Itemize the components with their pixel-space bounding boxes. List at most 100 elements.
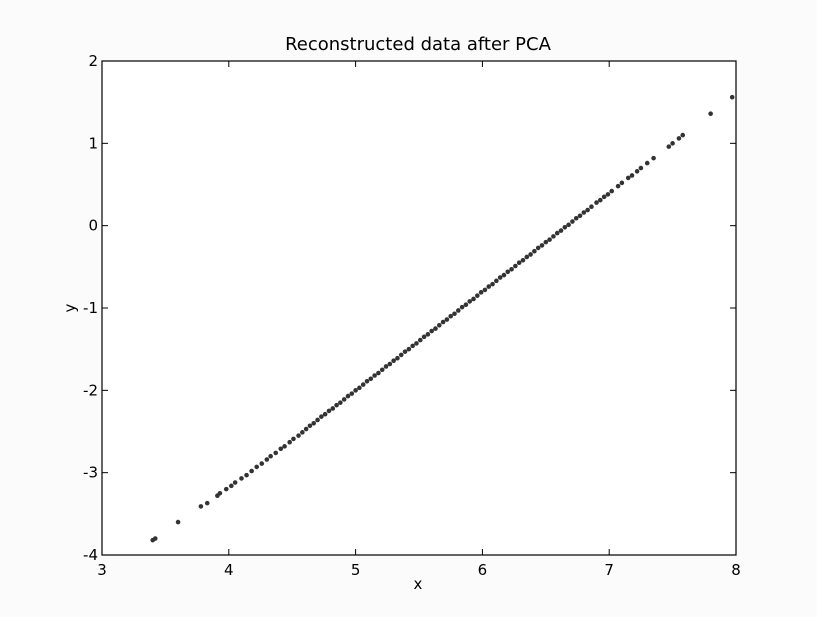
data-point — [490, 281, 495, 287]
data-point — [152, 536, 158, 541]
data-point — [360, 382, 366, 387]
data-point — [452, 311, 457, 317]
data-point — [341, 397, 347, 402]
data-point — [383, 364, 389, 369]
data-point — [562, 225, 568, 230]
data-point — [486, 284, 492, 289]
x-tick-label: 7 — [604, 561, 614, 579]
data-point — [273, 450, 279, 456]
data-point — [729, 94, 735, 100]
data-point — [287, 439, 292, 445]
data-point — [520, 257, 526, 263]
data-point — [456, 308, 461, 313]
data-point — [300, 430, 305, 435]
data-point — [558, 228, 564, 233]
data-point — [379, 367, 385, 373]
data-point — [229, 483, 234, 489]
data-point — [543, 239, 549, 245]
data-point — [594, 200, 599, 205]
data-point — [364, 378, 370, 384]
data-point — [421, 334, 427, 340]
data-point — [494, 278, 499, 284]
data-point — [708, 111, 713, 116]
data-point — [505, 269, 511, 275]
data-point — [357, 385, 362, 391]
data-point — [417, 337, 423, 343]
data-point — [268, 453, 273, 459]
data-point — [319, 414, 324, 419]
data-point — [406, 346, 412, 352]
data-point — [634, 169, 640, 174]
data-point — [629, 173, 635, 178]
data-point — [330, 406, 336, 411]
data-point — [570, 219, 575, 224]
data-point — [609, 188, 615, 194]
data-point — [402, 349, 408, 354]
data-point — [296, 433, 301, 438]
data-point — [497, 275, 503, 280]
data-point — [585, 207, 590, 213]
x-tick-label: 4 — [224, 561, 234, 579]
data-point — [619, 180, 625, 186]
data-point — [516, 260, 522, 266]
data-point — [311, 420, 317, 426]
data-point — [217, 490, 223, 496]
data-point — [501, 272, 507, 278]
data-point — [433, 326, 438, 331]
chart-title: Reconstructed data after PCA — [285, 34, 552, 55]
data-point — [282, 444, 287, 449]
data-point — [204, 500, 210, 506]
y-tick-label: 2 — [88, 52, 98, 70]
data-point — [573, 215, 579, 221]
data-point — [264, 457, 270, 462]
data-points — [150, 94, 735, 543]
data-point — [315, 417, 320, 423]
data-point — [429, 328, 434, 334]
y-tick-label: 0 — [88, 217, 98, 235]
y-tick-label: -2 — [83, 381, 98, 399]
x-ticks: 3 4 5 6 7 8 — [97, 61, 741, 579]
data-point — [387, 361, 393, 367]
data-point — [425, 332, 431, 337]
x-tick-label: 8 — [731, 561, 741, 579]
data-point — [680, 132, 686, 138]
data-point — [391, 358, 396, 363]
data-point — [666, 144, 672, 149]
data-point — [368, 376, 374, 382]
data-point — [535, 245, 541, 251]
data-point — [577, 213, 583, 219]
y-ticks: -4 -3 -2 -1 0 1 2 — [83, 52, 736, 564]
data-point — [551, 234, 556, 239]
data-point — [547, 237, 552, 242]
data-point — [644, 160, 650, 166]
data-point — [338, 400, 343, 405]
data-point — [475, 293, 480, 298]
data-point — [589, 204, 594, 210]
data-point — [448, 313, 454, 319]
data-point — [395, 355, 400, 361]
y-tick-label: -1 — [83, 299, 98, 317]
plot-area — [101, 60, 737, 556]
data-point — [459, 304, 465, 310]
data-point — [372, 373, 377, 378]
data-point — [303, 426, 309, 432]
data-point — [601, 194, 607, 200]
data-point — [440, 319, 446, 325]
data-point — [598, 197, 603, 203]
data-point — [478, 290, 484, 295]
data-point — [524, 254, 530, 260]
data-point — [482, 287, 488, 293]
data-point — [676, 136, 682, 141]
data-point — [581, 210, 587, 215]
data-point — [334, 402, 339, 408]
x-tick-label: 5 — [351, 561, 361, 579]
data-point — [259, 461, 265, 466]
data-point — [638, 165, 644, 171]
data-point — [444, 317, 450, 322]
data-point — [528, 252, 533, 257]
data-point — [410, 343, 415, 349]
data-point — [463, 302, 469, 308]
data-point — [539, 243, 545, 248]
data-point — [532, 248, 537, 254]
data-point — [291, 436, 296, 442]
